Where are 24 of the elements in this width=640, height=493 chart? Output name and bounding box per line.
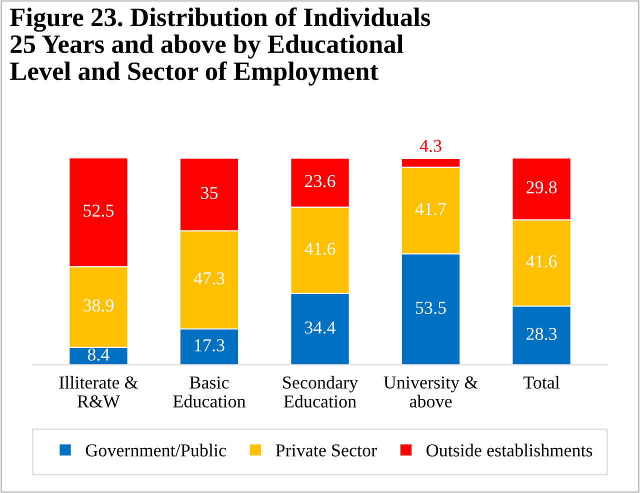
legend-label: Private Sector	[276, 444, 377, 456]
x-tick-label: University & above	[384, 376, 478, 408]
data-label: 41.7	[415, 202, 446, 216]
x-tick-label: Basic Education	[173, 376, 246, 408]
data-label: 41.6	[526, 255, 557, 268]
data-label: 28.3	[526, 328, 557, 340]
data-label: 38.9	[84, 299, 114, 312]
legend-label: Outside establishments	[426, 444, 592, 456]
data-label: 4.3	[420, 140, 442, 152]
x-tick-label: Illiterate & R&W	[59, 376, 138, 408]
data-label: 23.6	[304, 175, 336, 188]
data-label: 17.3	[195, 339, 224, 352]
chart-title: Figure 23. Distribution of Individuals 25 Years and above by Educational Level and Sector of Employment	[10, 7, 430, 86]
data-label: 53.5	[416, 302, 446, 314]
data-label: 41.6	[304, 242, 336, 255]
data-label: 47.3	[194, 272, 224, 284]
x-tick-label: Secondary Education	[283, 376, 358, 408]
data-label: 34.4	[305, 322, 336, 334]
data-label: 35	[201, 186, 218, 200]
legend-label: Government/Public	[86, 444, 226, 456]
data-label: 29.8	[526, 181, 557, 194]
x-tick-label: Total	[523, 376, 560, 389]
data-label: 8.4	[88, 348, 110, 361]
data-label: 52.5	[84, 204, 114, 217]
